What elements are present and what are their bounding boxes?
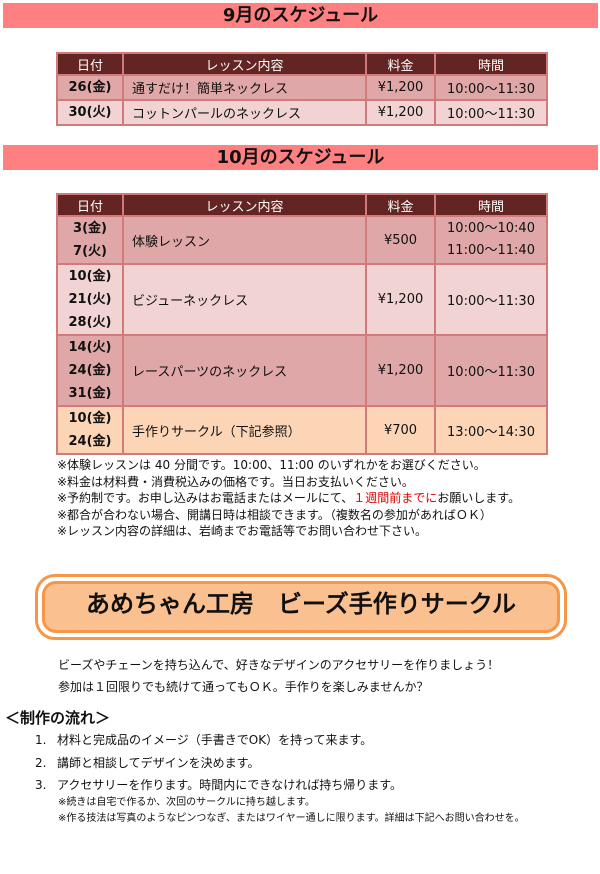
time: 13:00〜14:30 <box>434 405 548 455</box>
flow-step: 3. アクセサリーを作ります。時間内にできなければ持ち帰ります。 <box>35 776 402 799</box>
date: 10(金) <box>68 411 112 426</box>
step-number: 1. <box>35 733 47 747</box>
october-table: 日付 レッスン内容 料金 時間 3(金) 7(火) 体験レッスン ¥500 10:00〜10:… <box>56 193 548 455</box>
times: 10:00〜10:40 11:00〜11:40 <box>434 215 548 265</box>
intro-line: 参加は１回限りでも続けて通ってもＯＫ。手作りを楽しみませんか？ <box>58 680 429 694</box>
date: 24(金) <box>68 363 112 378</box>
price: ¥500 <box>365 215 436 265</box>
header-time: 時間 <box>434 52 548 76</box>
price: ¥1,200 <box>365 74 436 101</box>
date: 28(火) <box>68 315 112 330</box>
october-title: 10月のスケジュール <box>3 145 598 170</box>
price: ¥1,200 <box>365 334 436 407</box>
header-date: 日付 <box>56 193 124 217</box>
date: 31(金) <box>68 386 112 401</box>
date: 10(金) <box>68 269 112 284</box>
flow-notes: ※続きは自宅で作るか、次回のサークルに持ち越します。 ※作る技法は写真のようなピ… <box>58 795 525 827</box>
step-number: 3. <box>35 778 47 792</box>
date: 21(火) <box>68 292 112 307</box>
header-date: 日付 <box>56 52 124 76</box>
date: 14(火) <box>68 340 112 355</box>
flow-note: ※作る技法は写真のようなピンつなぎ、またはワイヤー通しに限ります。詳細は下記へお… <box>58 813 525 824</box>
note: ※都合が合わない場合、開講日時は相談できます。（複数名の参加があればＯＫ） <box>57 507 492 522</box>
flow-steps: 1. 材料と完成品のイメージ（手書きでOK）を持って来ます。 2. 講師と相談してデ… <box>35 731 402 799</box>
september-table: 日付 レッスン内容 料金 時間 26(金) 通すだけ！簡単ネックレス ¥1,200 10:0… <box>56 52 548 126</box>
lesson: 通すだけ！簡単ネックレス <box>122 74 367 101</box>
time: 11:00〜11:40 <box>447 243 535 258</box>
notes: ※体験レッスンは 40 分間です。10:00、11:00 のいずれかをお選びくだ… <box>57 457 520 540</box>
lesson: 体験レッスン <box>122 215 367 265</box>
circle-intro: ビーズやチェーンを持ち込んで、好きなデザインのアクセサリーを作りましょう！ 参加… <box>58 654 499 698</box>
lesson: レースパーツのネックレス <box>122 334 367 407</box>
date: 3(金) <box>73 221 107 236</box>
circle-title: あめちゃん工房 ビーズ手作りサークル <box>42 581 560 633</box>
time: 10:00〜11:30 <box>434 334 548 407</box>
intro-line: ビーズやチェーンを持ち込んで、好きなデザインのアクセサリーを作りましょう！ <box>58 658 500 672</box>
date: 24(金) <box>68 434 112 449</box>
flow-note: ※続きは自宅で作るか、次回のサークルに持ち越します。 <box>58 797 315 808</box>
time: 10:00〜11:30 <box>434 263 548 336</box>
circle-banner: あめちゃん工房 ビーズ手作りサークル <box>35 574 567 640</box>
dates: 10(金) 24(金) <box>56 405 124 455</box>
table-row: 14(火) 24(金) 31(金) レースパーツのネックレス ¥1,200 10:00〜1… <box>56 334 548 407</box>
note: ※料金は材料費・消費税込みの価格です。当日お支払いください。 <box>57 474 414 489</box>
dates: 3(金) 7(火) <box>56 215 124 265</box>
header-price: 料金 <box>365 52 436 76</box>
price: ¥1,200 <box>365 99 436 126</box>
time: 10:00〜10:40 <box>447 221 535 236</box>
dates: 14(火) 24(金) 31(金) <box>56 334 124 407</box>
table-row: 26(金) 通すだけ！簡単ネックレス ¥1,200 10:00〜11:30 <box>56 74 548 101</box>
lesson: ビジューネックレス <box>122 263 367 336</box>
note-highlight: １週間前までに <box>353 491 438 505</box>
table-row: 30(火) コットンパールのネックレス ¥1,200 10:00〜11:30 <box>56 99 548 126</box>
price: ¥700 <box>365 405 436 455</box>
note: ※予約制です。お申し込みはお電話またはメールにて、１週間前までにお願いします。 <box>57 490 520 507</box>
step-text: アクセサリーを作ります。時間内にできなければ持ち帰ります。 <box>57 778 403 792</box>
step-number: 2. <box>35 755 47 770</box>
dates: 10(金) 21(火) 28(火) <box>56 263 124 336</box>
date: 26(金) <box>56 74 124 101</box>
flow-step: 1. 材料と完成品のイメージ（手書きでOK）を持って来ます。 <box>35 731 402 754</box>
time: 10:00〜11:30 <box>434 99 548 126</box>
lesson: コットンパールのネックレス <box>122 99 367 126</box>
lesson: 手作りサークル（下記参照） <box>122 405 367 455</box>
note: ※体験レッスンは 40 分間です。10:00、11:00 のいずれかをお選びくだ… <box>57 458 486 472</box>
time: 10:00〜11:30 <box>434 74 548 101</box>
table-row: 3(金) 7(火) 体験レッスン ¥500 10:00〜10:40 11:00〜11:40 <box>56 215 548 265</box>
step-text: 講師と相談してデザインを決めます。 <box>57 755 260 770</box>
flow-heading: ＜制作の流れ＞ <box>5 709 111 727</box>
step-text: 材料と完成品のイメージ（手書きでOK）を持って来ます。 <box>57 733 373 747</box>
header-lesson: レッスン内容 <box>122 52 367 76</box>
date: 30(火) <box>56 99 124 126</box>
price: ¥1,200 <box>365 263 436 336</box>
note-text: ※予約制です。お申し込みはお電話またはメールにて、 <box>57 491 354 505</box>
note: ※レッスン内容の詳細は、岩崎までお電話等でお問い合わせ下さい。 <box>57 524 428 538</box>
table-row: 10(金) 21(火) 28(火) ビジューネックレス ¥1,200 10:00〜11:3… <box>56 263 548 336</box>
header-lesson: レッスン内容 <box>122 193 367 217</box>
september-title: 9月のスケジュール <box>3 3 598 28</box>
header-time: 時間 <box>434 193 548 217</box>
header-price: 料金 <box>365 193 436 217</box>
flow-step: 2. 講師と相談してデザインを決めます。 <box>35 754 402 777</box>
note-text: お願いします。 <box>437 491 521 505</box>
date: 7(火) <box>73 244 107 259</box>
table-row: 10(金) 24(金) 手作りサークル（下記参照） ¥700 13:00〜14:30 <box>56 405 548 455</box>
